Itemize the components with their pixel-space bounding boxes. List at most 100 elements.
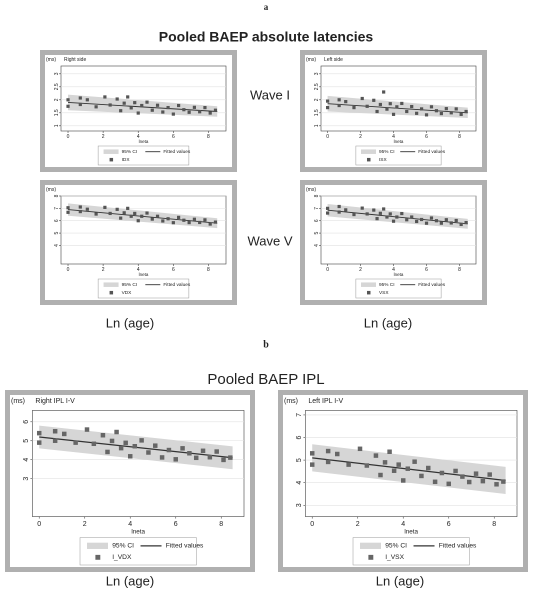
- subtitle: Left IPL I-V: [308, 398, 343, 405]
- data-point: [78, 102, 82, 107]
- legend-box: [97, 145, 190, 166]
- data-point: [187, 451, 192, 456]
- data-point: [150, 108, 154, 112]
- data-point: [337, 98, 341, 102]
- data-point: [73, 440, 78, 445]
- panel-label: a: [264, 2, 269, 12]
- legend-box: [352, 537, 470, 566]
- data-point: [133, 211, 137, 216]
- legend-swatch: [360, 149, 376, 154]
- data-point: [382, 90, 386, 94]
- data-point: [140, 214, 144, 218]
- y-tick-label: 2.5: [314, 83, 320, 90]
- data-point: [127, 454, 133, 459]
- data-point: [378, 102, 382, 107]
- legend-label: Fitted values: [439, 543, 477, 550]
- data-point: [337, 210, 341, 214]
- data-point: [155, 214, 160, 218]
- legend-swatch: [359, 542, 381, 549]
- data-point: [103, 95, 107, 99]
- x-axis-label: lneta: [131, 529, 145, 536]
- data-point: [100, 433, 106, 438]
- data-point: [193, 455, 199, 461]
- data-point: [434, 109, 439, 113]
- y-tick-label: 3: [314, 72, 320, 75]
- data-point: [115, 97, 119, 101]
- data-point: [213, 220, 218, 224]
- data-point: [439, 470, 445, 476]
- x-tick-label: 0: [37, 521, 41, 528]
- data-point: [429, 105, 434, 109]
- y-tick-label: 5: [54, 231, 60, 234]
- y-axis-label: (ms): [46, 57, 56, 63]
- legend-label: 95% CI: [379, 149, 395, 155]
- data-point: [325, 99, 330, 103]
- data-point: [198, 110, 202, 114]
- data-point: [473, 471, 479, 476]
- subtitle: Left side: [324, 57, 343, 63]
- data-point: [192, 217, 197, 221]
- data-point: [400, 101, 404, 106]
- y-axis-label: (ms): [46, 187, 56, 193]
- data-point: [208, 222, 212, 226]
- data-point: [375, 217, 379, 221]
- legend-label: IDX: [122, 157, 131, 163]
- y-tick-label: 3: [23, 477, 30, 481]
- y-tick-label: 5: [23, 439, 30, 443]
- data-point: [309, 462, 315, 467]
- data-point: [214, 449, 219, 454]
- data-point: [385, 107, 389, 111]
- data-point: [66, 104, 70, 108]
- data-point: [161, 110, 165, 114]
- x-tick-label: 4: [401, 521, 405, 528]
- data-point: [132, 444, 138, 449]
- data-point: [166, 447, 172, 453]
- y-tick-label: 5: [296, 458, 303, 462]
- x-tick-label: 4: [128, 521, 132, 528]
- data-point: [166, 217, 170, 221]
- data-point: [200, 448, 206, 454]
- chart-panel: 4 5 6 7 8 0 2 4 6 8 lneta (ms) 95% CI Fitted values VS…: [300, 180, 487, 305]
- data-point: [187, 110, 191, 114]
- data-point: [360, 206, 364, 210]
- y-tick-label: 1: [54, 124, 60, 127]
- data-point: [309, 451, 315, 456]
- x-tick-label: 4: [137, 134, 140, 140]
- y-tick-label: 1: [314, 124, 320, 127]
- data-point: [388, 212, 392, 216]
- legend-label: I_VDX: [112, 554, 132, 561]
- data-point: [378, 211, 382, 215]
- data-point: [325, 206, 330, 210]
- data-point: [335, 451, 340, 457]
- data-point: [337, 103, 341, 108]
- legend-box: [355, 278, 442, 299]
- legend-label: 95% CI: [379, 282, 395, 288]
- data-point: [424, 221, 429, 225]
- legend-label: 95% CI: [122, 282, 138, 288]
- data-point: [382, 207, 386, 211]
- x-tick-label: 8: [492, 521, 496, 528]
- legend-swatch: [109, 157, 114, 162]
- y-tick-label: 6: [54, 219, 60, 222]
- data-point: [419, 473, 424, 479]
- data-point: [203, 106, 207, 110]
- x-tick-label: 2: [83, 521, 87, 528]
- data-point: [146, 450, 151, 455]
- data-point: [494, 482, 499, 487]
- data-point: [122, 211, 126, 215]
- x-tick-label: 0: [326, 134, 329, 140]
- data-point: [159, 455, 165, 460]
- y-tick-label: 8: [314, 194, 320, 197]
- data-point: [460, 474, 465, 479]
- data-point: [446, 481, 451, 487]
- data-point: [325, 211, 330, 215]
- x-tick-label: 4: [392, 134, 395, 140]
- data-point: [449, 221, 453, 225]
- data-point: [173, 457, 178, 462]
- data-point: [346, 462, 351, 467]
- data-point: [94, 212, 98, 216]
- legend-box: [355, 145, 442, 166]
- data-point: [415, 111, 419, 115]
- x-tick-label: 8: [458, 267, 461, 273]
